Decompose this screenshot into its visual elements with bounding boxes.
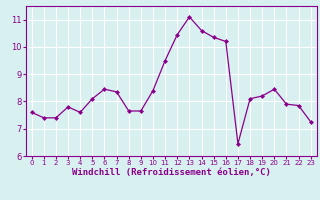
X-axis label: Windchill (Refroidissement éolien,°C): Windchill (Refroidissement éolien,°C) bbox=[72, 168, 271, 177]
